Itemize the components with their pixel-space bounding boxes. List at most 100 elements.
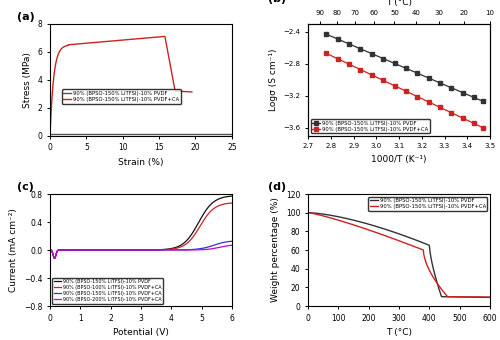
90% (BPSO-100% LiTFSI)-10% PVDF+CA bbox=[52, 256, 58, 260]
90% (BPSO-150% LiTFSI)-10% PVDF+CA bbox=[229, 239, 235, 243]
90% (BPSO-100% LiTFSI)-10% PVDF+CA bbox=[154, 248, 160, 252]
Line: 90% (BPSO-150% LiTFSI)-10% PVDF: 90% (BPSO-150% LiTFSI)-10% PVDF bbox=[325, 33, 484, 103]
90% (BPSO-100% LiTFSI)-10% PVDF+CA bbox=[47, 248, 53, 252]
90% (BPSO-150% LiTFSI)-10% PVDF+CA bbox=[369, 73, 375, 77]
90% (BPSO-150% LiTFSI)-10% PVDF+CA bbox=[88, 41, 94, 45]
90% (BPSO-150% LiTFSI)-10% PVDF bbox=[130, 248, 136, 252]
90% (BPSO-150% LiTFSI)-10% PVDF+CA bbox=[426, 269, 432, 273]
90% (BPSO-150% LiTFSI)-10% PVDF+CA bbox=[48, 101, 54, 105]
90% (BPSO-150% LiTFSI)-10% PVDF+CA bbox=[184, 248, 190, 252]
90% (BPSO-150% LiTFSI)-10% PVDF bbox=[480, 99, 486, 103]
Y-axis label: Stress (MPa): Stress (MPa) bbox=[23, 52, 32, 108]
90% (BPSO-200% LiTFSI)-10% PVDF+CA bbox=[130, 248, 136, 252]
90% (BPSO-200% LiTFSI)-10% PVDF+CA bbox=[52, 256, 58, 260]
90% (BPSO-150% LiTFSI)-10% PVDF bbox=[442, 295, 448, 299]
90% (BPSO-150% LiTFSI)-10% PVDF bbox=[154, 248, 160, 252]
90% (BPSO-150% LiTFSI)-10% PVDF bbox=[471, 96, 477, 100]
90% (BPSO-150% LiTFSI)-10% PVDF bbox=[158, 132, 164, 136]
90% (BPSO-150% LiTFSI)-10% PVDF bbox=[305, 211, 311, 215]
90% (BPSO-150% LiTFSI)-10% PVDF bbox=[200, 132, 206, 136]
90% (BPSO-150% LiTFSI)-10% PVDF+CA bbox=[189, 90, 195, 94]
90% (BPSO-150% LiTFSI)-10% PVDF+CA bbox=[437, 105, 443, 109]
Line: 90% (BPSO-150% LiTFSI)-10% PVDF+CA: 90% (BPSO-150% LiTFSI)-10% PVDF+CA bbox=[50, 241, 232, 258]
Text: (a): (a) bbox=[18, 12, 35, 21]
90% (BPSO-150% LiTFSI)-10% PVDF+CA bbox=[80, 248, 86, 252]
90% (BPSO-150% LiTFSI)-10% PVDF+CA bbox=[324, 51, 330, 55]
90% (BPSO-100% LiTFSI)-10% PVDF+CA bbox=[168, 247, 174, 251]
90% (BPSO-150% LiTFSI)-10% PVDF bbox=[52, 256, 58, 260]
Y-axis label: Logσ (S cm⁻¹): Logσ (S cm⁻¹) bbox=[269, 49, 278, 111]
90% (BPSO-150% LiTFSI)-10% PVDF+CA bbox=[338, 219, 344, 223]
90% (BPSO-150% LiTFSI)-10% PVDF bbox=[426, 76, 432, 80]
Legend: 90% (BPSO-150% LiTFSI)-10% PVDF, 90% (BPSO-100% LiTFSI)-10% PVDF+CA, 90% (BPSO-1: 90% (BPSO-150% LiTFSI)-10% PVDF, 90% (BP… bbox=[52, 278, 162, 304]
90% (BPSO-100% LiTFSI)-10% PVDF+CA bbox=[130, 248, 136, 252]
90% (BPSO-150% LiTFSI)-10% PVDF+CA bbox=[487, 295, 493, 299]
90% (BPSO-150% LiTFSI)-10% PVDF bbox=[94, 248, 100, 252]
90% (BPSO-150% LiTFSI)-10% PVDF bbox=[414, 71, 420, 75]
90% (BPSO-150% LiTFSI)-10% PVDF+CA bbox=[65, 44, 71, 48]
90% (BPSO-150% LiTFSI)-10% PVDF+CA bbox=[358, 68, 364, 72]
90% (BPSO-150% LiTFSI)-10% PVDF+CA bbox=[154, 248, 160, 252]
90% (BPSO-200% LiTFSI)-10% PVDF+CA bbox=[94, 248, 100, 252]
X-axis label: 1000/T (K⁻¹): 1000/T (K⁻¹) bbox=[372, 155, 427, 164]
90% (BPSO-150% LiTFSI)-10% PVDF+CA bbox=[130, 248, 136, 252]
Line: 90% (BPSO-200% LiTFSI)-10% PVDF+CA: 90% (BPSO-200% LiTFSI)-10% PVDF+CA bbox=[50, 245, 232, 258]
90% (BPSO-150% LiTFSI)-10% PVDF+CA bbox=[346, 62, 352, 66]
90% (BPSO-150% LiTFSI)-10% PVDF bbox=[324, 32, 330, 36]
90% (BPSO-150% LiTFSI)-10% PVDF+CA bbox=[460, 116, 466, 120]
Legend: 90% (BPSO-150% LiTFSI)-10% PVDF, 90% (BPSO-150% LiTFSI)-10% PVDF+CA: 90% (BPSO-150% LiTFSI)-10% PVDF, 90% (BP… bbox=[311, 119, 430, 133]
Text: (d): (d) bbox=[268, 182, 286, 192]
Text: (b): (b) bbox=[268, 0, 286, 4]
90% (BPSO-150% LiTFSI)-10% PVDF+CA bbox=[130, 37, 136, 41]
90% (BPSO-150% LiTFSI)-10% PVDF+CA bbox=[480, 126, 486, 130]
X-axis label: T (°C): T (°C) bbox=[386, 0, 412, 6]
90% (BPSO-150% LiTFSI)-10% PVDF bbox=[155, 132, 161, 136]
90% (BPSO-200% LiTFSI)-10% PVDF+CA bbox=[168, 248, 174, 252]
Line: 90% (BPSO-150% LiTFSI)-10% PVDF: 90% (BPSO-150% LiTFSI)-10% PVDF bbox=[50, 196, 232, 258]
Line: 90% (BPSO-150% LiTFSI)-10% PVDF+CA: 90% (BPSO-150% LiTFSI)-10% PVDF+CA bbox=[308, 213, 490, 297]
90% (BPSO-150% LiTFSI)-10% PVDF bbox=[229, 132, 235, 136]
90% (BPSO-150% LiTFSI)-10% PVDF bbox=[47, 248, 53, 252]
90% (BPSO-150% LiTFSI)-10% PVDF bbox=[388, 229, 394, 233]
90% (BPSO-150% LiTFSI)-10% PVDF bbox=[392, 62, 398, 66]
90% (BPSO-150% LiTFSI)-10% PVDF bbox=[168, 246, 174, 251]
90% (BPSO-200% LiTFSI)-10% PVDF+CA bbox=[154, 248, 160, 252]
90% (BPSO-150% LiTFSI)-10% PVDF bbox=[352, 219, 358, 223]
90% (BPSO-150% LiTFSI)-10% PVDF bbox=[184, 238, 190, 242]
90% (BPSO-150% LiTFSI)-10% PVDF bbox=[80, 248, 86, 252]
90% (BPSO-150% LiTFSI)-10% PVDF bbox=[380, 56, 386, 61]
90% (BPSO-150% LiTFSI)-10% PVDF bbox=[448, 86, 454, 90]
Legend: 90% (BPSO-150% LiTFSI)-10% PVDF, 90% (BPSO-150% LiTFSI)-10% PVDF+CA: 90% (BPSO-150% LiTFSI)-10% PVDF, 90% (BP… bbox=[368, 197, 488, 211]
90% (BPSO-150% LiTFSI)-10% PVDF+CA bbox=[52, 256, 58, 260]
90% (BPSO-150% LiTFSI)-10% PVDF bbox=[346, 42, 352, 46]
90% (BPSO-150% LiTFSI)-10% PVDF+CA bbox=[171, 82, 177, 86]
90% (BPSO-150% LiTFSI)-10% PVDF bbox=[369, 52, 375, 56]
90% (BPSO-150% LiTFSI)-10% PVDF bbox=[437, 81, 443, 85]
Line: 90% (BPSO-150% LiTFSI)-10% PVDF+CA: 90% (BPSO-150% LiTFSI)-10% PVDF+CA bbox=[325, 52, 484, 129]
90% (BPSO-150% LiTFSI)-10% PVDF+CA bbox=[94, 248, 100, 252]
90% (BPSO-150% LiTFSI)-10% PVDF+CA bbox=[334, 57, 340, 61]
90% (BPSO-150% LiTFSI)-10% PVDF+CA bbox=[168, 65, 173, 69]
Line: 90% (BPSO-150% LiTFSI)-10% PVDF: 90% (BPSO-150% LiTFSI)-10% PVDF bbox=[308, 213, 490, 298]
90% (BPSO-150% LiTFSI)-10% PVDF bbox=[412, 238, 418, 242]
90% (BPSO-200% LiTFSI)-10% PVDF+CA bbox=[184, 248, 190, 252]
90% (BPSO-150% LiTFSI)-10% PVDF+CA bbox=[448, 110, 454, 115]
X-axis label: T (°C): T (°C) bbox=[386, 328, 412, 337]
90% (BPSO-150% LiTFSI)-10% PVDF bbox=[47, 132, 53, 136]
90% (BPSO-100% LiTFSI)-10% PVDF+CA bbox=[229, 201, 235, 205]
90% (BPSO-150% LiTFSI)-10% PVDF+CA bbox=[412, 245, 418, 249]
Text: (c): (c) bbox=[18, 182, 34, 192]
90% (BPSO-150% LiTFSI)-10% PVDF+CA bbox=[426, 100, 432, 104]
90% (BPSO-150% LiTFSI)-10% PVDF+CA bbox=[162, 34, 168, 38]
Line: 90% (BPSO-100% LiTFSI)-10% PVDF+CA: 90% (BPSO-100% LiTFSI)-10% PVDF+CA bbox=[50, 203, 232, 258]
90% (BPSO-150% LiTFSI)-10% PVDF+CA bbox=[442, 292, 448, 296]
90% (BPSO-150% LiTFSI)-10% PVDF+CA bbox=[471, 121, 477, 125]
Legend: 90% (BPSO-150% LiTFSI)-10% PVDF, 90% (BPSO-150% LiTFSI)-10% PVDF+CA: 90% (BPSO-150% LiTFSI)-10% PVDF, 90% (BP… bbox=[62, 89, 180, 104]
90% (BPSO-150% LiTFSI)-10% PVDF+CA bbox=[305, 211, 311, 215]
X-axis label: Strain (%): Strain (%) bbox=[118, 158, 164, 167]
90% (BPSO-150% LiTFSI)-10% PVDF+CA bbox=[414, 95, 420, 99]
90% (BPSO-150% LiTFSI)-10% PVDF bbox=[48, 132, 54, 136]
90% (BPSO-150% LiTFSI)-10% PVDF bbox=[212, 132, 218, 136]
90% (BPSO-200% LiTFSI)-10% PVDF+CA bbox=[47, 248, 53, 252]
90% (BPSO-150% LiTFSI)-10% PVDF bbox=[487, 295, 493, 300]
